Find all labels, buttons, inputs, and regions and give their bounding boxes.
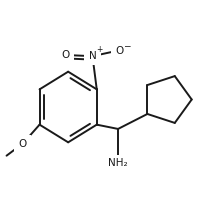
Text: −: − (124, 42, 131, 51)
Text: O: O (61, 50, 70, 60)
Text: O: O (115, 46, 123, 56)
Text: N: N (89, 51, 96, 61)
Text: O: O (18, 139, 27, 149)
Text: +: + (96, 45, 103, 54)
Text: NH₂: NH₂ (108, 158, 128, 168)
